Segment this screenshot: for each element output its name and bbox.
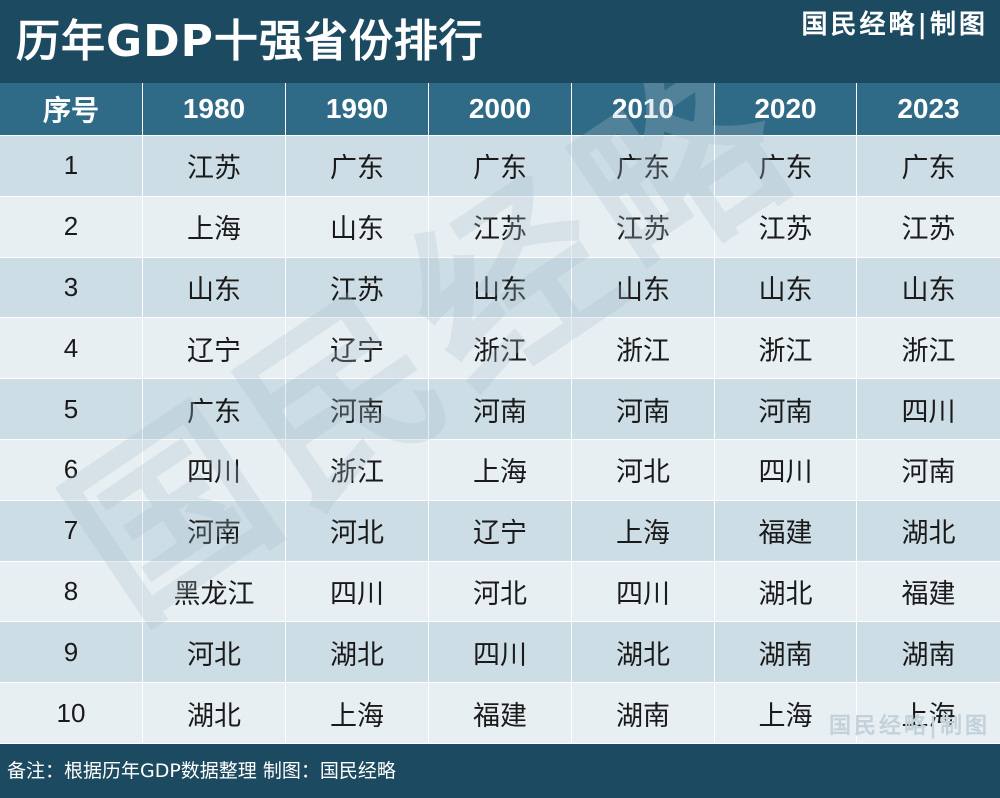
province-cell: 湖南 (572, 683, 715, 744)
column-header-index: 序号 (0, 83, 143, 136)
province-cell: 湖北 (572, 622, 715, 684)
province-cell: 河南 (143, 500, 286, 562)
province-cell: 上海 (857, 683, 1000, 744)
rank-number: 9 (0, 622, 143, 684)
province-cell: 湖北 (143, 683, 286, 744)
province-cell: 河南 (286, 379, 429, 440)
column-header-year: 1990 (286, 83, 429, 136)
province-cell: 四川 (715, 439, 857, 501)
column-header-year: 2020 (715, 83, 857, 136)
province-cell: 山东 (857, 257, 1000, 319)
province-cell: 江苏 (572, 196, 715, 258)
rank-number: 8 (0, 561, 143, 623)
province-cell: 四川 (429, 622, 572, 684)
province-cell: 辽宁 (143, 318, 286, 380)
province-cell: 浙江 (429, 318, 572, 380)
province-cell: 辽宁 (286, 318, 429, 380)
province-cell: 山东 (286, 196, 429, 258)
province-cell: 山东 (715, 257, 857, 319)
province-cell: 河南 (715, 379, 857, 440)
brand-credit: 国民经略|制图 (801, 10, 988, 40)
province-cell: 河北 (429, 561, 572, 623)
province-cell: 上海 (572, 500, 715, 562)
gdp-ranking-table: 序号 1980 1990 2000 2010 2020 2023 1 江苏 广东 广东 广东 广东 广东 2… (0, 83, 1000, 744)
footer-bar: 备注：根据历年GDP数据整理 制图：国民经略 (0, 744, 1000, 798)
column-header-year: 1980 (143, 83, 286, 136)
rank-number: 3 (0, 257, 143, 319)
province-cell: 上海 (715, 683, 857, 744)
province-cell: 河北 (286, 500, 429, 562)
province-cell: 浙江 (857, 318, 1000, 380)
rank-number: 7 (0, 500, 143, 562)
province-cell: 广东 (429, 136, 572, 197)
title-bar: 历年GDP十强省份排行 国民经略|制图 (0, 0, 1000, 83)
province-cell: 河北 (143, 622, 286, 684)
province-cell: 湖北 (857, 500, 1000, 562)
province-cell: 四川 (143, 439, 286, 501)
province-cell: 山东 (429, 257, 572, 319)
province-cell: 湖北 (286, 622, 429, 684)
province-cell: 上海 (429, 439, 572, 501)
province-cell: 浙江 (286, 439, 429, 501)
province-cell: 辽宁 (429, 500, 572, 562)
province-cell: 湖南 (857, 622, 1000, 684)
province-cell: 湖北 (715, 561, 857, 623)
rank-number: 1 (0, 136, 143, 197)
province-cell: 福建 (857, 561, 1000, 623)
province-cell: 广东 (857, 136, 1000, 197)
column-header-year: 2010 (572, 83, 715, 136)
province-cell: 江苏 (143, 136, 286, 197)
province-cell: 浙江 (572, 318, 715, 380)
page-title: 历年GDP十强省份排行 (16, 16, 484, 67)
rank-number: 4 (0, 318, 143, 380)
province-cell: 广东 (572, 136, 715, 197)
province-cell: 江苏 (429, 196, 572, 258)
province-cell: 四川 (286, 561, 429, 623)
province-cell: 四川 (572, 561, 715, 623)
province-cell: 江苏 (715, 196, 857, 258)
province-cell: 河南 (429, 379, 572, 440)
rank-number: 10 (0, 683, 143, 744)
column-header-year: 2023 (857, 83, 1000, 136)
province-cell: 浙江 (715, 318, 857, 380)
footer-note: 备注：根据历年GDP数据整理 制图：国民经略 (7, 760, 396, 782)
column-header-year: 2000 (429, 83, 572, 136)
province-cell: 广东 (715, 136, 857, 197)
province-cell: 福建 (429, 683, 572, 744)
province-cell: 广东 (143, 379, 286, 440)
province-cell: 山东 (572, 257, 715, 319)
province-cell: 河北 (572, 439, 715, 501)
province-cell: 山东 (143, 257, 286, 319)
corner-watermark: 国民经略|制图 (828, 713, 990, 739)
province-cell: 四川 (857, 379, 1000, 440)
province-cell: 广东 (286, 136, 429, 197)
province-cell: 江苏 (857, 196, 1000, 258)
province-cell: 上海 (286, 683, 429, 744)
province-cell: 江苏 (286, 257, 429, 319)
rank-number: 2 (0, 196, 143, 258)
province-cell: 福建 (715, 500, 857, 562)
rank-number: 6 (0, 439, 143, 501)
province-cell: 河南 (572, 379, 715, 440)
province-cell: 上海 (143, 196, 286, 258)
rank-number: 5 (0, 379, 143, 440)
province-cell: 河南 (857, 439, 1000, 501)
province-cell: 湖南 (715, 622, 857, 684)
province-cell: 黑龙江 (143, 561, 286, 623)
